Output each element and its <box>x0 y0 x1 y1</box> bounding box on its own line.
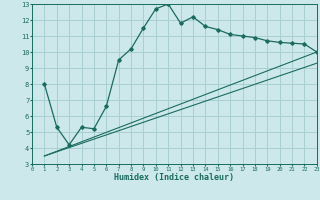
X-axis label: Humidex (Indice chaleur): Humidex (Indice chaleur) <box>115 173 234 182</box>
